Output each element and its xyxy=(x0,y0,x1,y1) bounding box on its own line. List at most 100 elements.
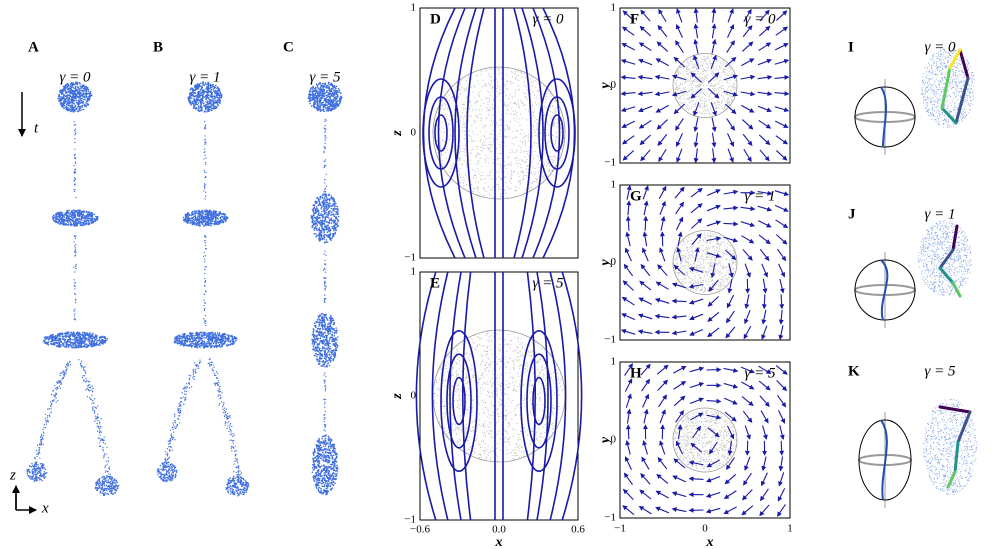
velocity-arrow xyxy=(660,410,665,423)
velocity-arrow xyxy=(677,25,683,38)
scattered-points xyxy=(208,359,242,484)
point-cloud xyxy=(674,410,737,469)
velocity-arrow xyxy=(658,134,667,145)
velocity-arrow xyxy=(640,490,651,499)
y-tick-label: 1 xyxy=(411,266,417,278)
velocity-arrow xyxy=(643,248,648,261)
streamline-plot: 10−1z xyxy=(390,2,578,264)
velocity-arrow xyxy=(622,60,635,64)
streamline xyxy=(435,115,447,151)
velocity-arrow xyxy=(659,10,666,22)
velocity-arrow xyxy=(775,44,787,50)
velocity-arrow xyxy=(708,296,718,306)
velocity-arrow xyxy=(727,311,735,323)
y-axis-label: y xyxy=(598,436,613,445)
scattered-points xyxy=(204,236,207,326)
streamline xyxy=(455,8,476,258)
velocity-arrow xyxy=(676,217,682,230)
velocity-arrow xyxy=(623,151,633,160)
panel-title: γ = 0 xyxy=(59,69,91,85)
velocity-arrow xyxy=(695,117,698,131)
velocity-arrow xyxy=(690,399,703,404)
velocity-arrow xyxy=(777,395,785,406)
point-cloud xyxy=(44,332,108,348)
velocity-arrow xyxy=(673,366,685,373)
velocity-arrow xyxy=(744,326,751,338)
scattered-points xyxy=(324,119,326,191)
velocity-arrow xyxy=(623,506,634,515)
velocity-arrow xyxy=(622,121,634,127)
velocity-arrow xyxy=(759,381,770,390)
panel-label: H xyxy=(630,365,642,381)
velocity-arrow xyxy=(676,118,684,130)
velocity-arrow xyxy=(673,509,687,512)
y-axis-label: z xyxy=(390,130,405,137)
panel-title: γ = 0 xyxy=(744,11,776,27)
velocity-arrow xyxy=(677,9,682,22)
panel-title: γ = 5 xyxy=(744,365,776,381)
velocity-arrow xyxy=(776,151,786,160)
velocity-arrow xyxy=(708,328,719,337)
velocity-arrow xyxy=(627,232,630,246)
velocity-arrow xyxy=(775,121,787,127)
snapshot-column xyxy=(27,82,119,495)
velocity-arrow xyxy=(710,442,718,454)
velocity-arrow xyxy=(622,330,635,334)
velocity-arrow xyxy=(741,92,755,95)
velocity-arrow xyxy=(776,11,786,20)
velocity-arrow xyxy=(641,365,650,376)
velocity-arrow xyxy=(639,60,652,65)
plot-frame xyxy=(420,272,578,520)
panel-label: E xyxy=(430,275,440,291)
velocity-arrow xyxy=(758,206,771,210)
point-cloud xyxy=(673,233,735,292)
velocity-arrow xyxy=(640,135,650,144)
velocity-arrow xyxy=(623,136,634,144)
velocity-arrow xyxy=(660,441,665,454)
point-cloud xyxy=(174,332,236,348)
velocity-arrow xyxy=(760,150,769,161)
velocity-arrow xyxy=(673,493,686,497)
velocity-arrow xyxy=(707,222,720,226)
velocity-arrow xyxy=(690,368,703,372)
velocity-arrow xyxy=(692,234,701,245)
velocity-arrow xyxy=(775,60,788,64)
velocity-arrow xyxy=(763,279,765,293)
velocity-arrow xyxy=(673,284,686,288)
velocity-arrow xyxy=(741,207,755,209)
velocity-arrow xyxy=(760,396,769,406)
streamline xyxy=(545,97,569,169)
velocity-arrow xyxy=(659,395,667,407)
velocity-arrow xyxy=(763,457,766,471)
scattered-points xyxy=(74,236,76,320)
velocity-arrow xyxy=(781,441,782,455)
panel-label: G xyxy=(630,188,642,204)
velocity-arrow xyxy=(623,297,635,305)
velocity-arrow xyxy=(642,457,649,469)
velocity-arrow xyxy=(696,148,698,162)
velocity-arrow xyxy=(781,294,782,308)
velocity-arrow xyxy=(727,41,735,53)
y-tick-label: 0 xyxy=(411,390,417,402)
trajectory-panel xyxy=(855,48,974,155)
velocity-arrow xyxy=(724,91,737,95)
velocity-arrow xyxy=(780,456,782,470)
trajectory-segment xyxy=(955,442,958,472)
velocity-arrow xyxy=(728,133,734,146)
velocity-arrow xyxy=(660,248,665,261)
velocity-arrow xyxy=(761,411,768,423)
velocity-arrow xyxy=(644,232,646,246)
panel-title: γ = 1 xyxy=(189,69,220,85)
point-cloud xyxy=(918,221,971,296)
velocity-arrow xyxy=(673,476,686,482)
velocity-arrow xyxy=(673,316,687,317)
velocity-arrow xyxy=(763,310,766,324)
velocity-arrow xyxy=(712,40,715,54)
velocity-arrow xyxy=(656,76,670,79)
point-cloud xyxy=(311,194,338,243)
velocity-arrow xyxy=(758,92,772,94)
velocity-arrow xyxy=(622,77,636,78)
velocity-arrow xyxy=(640,43,652,51)
velocity-arrow xyxy=(758,60,771,65)
velocity-arrow xyxy=(776,27,787,35)
